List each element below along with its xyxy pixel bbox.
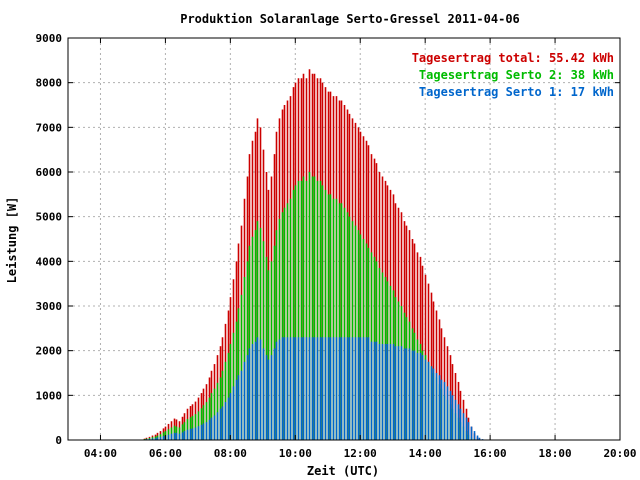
x-tick-label: 16:00 xyxy=(474,447,507,460)
y-axis-label: Leistung [W] xyxy=(5,197,19,284)
x-tick-label: 12:00 xyxy=(344,447,377,460)
legend-entry-serto1: Tagesertrag Serto 1: 17 kWh xyxy=(419,85,614,99)
plot-frame xyxy=(67,37,621,441)
y-axis-ticks: 0 1000 2000 3000 4000 5000 6000 7000 8000 9000 xyxy=(36,32,620,447)
y-tick-label: 4000 xyxy=(36,255,63,268)
y-tick-label: 2000 xyxy=(36,345,63,358)
y-tick-label: 8000 xyxy=(36,77,63,90)
x-tick-label: 06:00 xyxy=(149,447,182,460)
y-tick-label: 1000 xyxy=(36,389,63,402)
x-tick-label: 20:00 xyxy=(603,447,636,460)
x-tick-label: 14:00 xyxy=(409,447,442,460)
x-axis-ticks: 04:00 06:00 08:00 10:00 12:00 14:00 16:00 18:00… xyxy=(84,38,637,460)
legend-entry-serto2: Tagesertrag Serto 2: 38 kWh xyxy=(419,68,614,82)
y-tick-label: 5000 xyxy=(36,211,63,224)
y-tick-label: 7000 xyxy=(36,121,63,134)
x-tick-label: 10:00 xyxy=(279,447,312,460)
chart-title: Produktion Solaranlage Serto-Gressel 201… xyxy=(180,12,520,26)
x-tick-label: 08:00 xyxy=(214,447,247,460)
x-axis-label: Zeit (UTC) xyxy=(307,464,379,478)
y-tick-label: 0 xyxy=(55,434,62,447)
x-tick-label: 18:00 xyxy=(538,447,571,460)
chart-legend: Tagesertrag total: 55.42 kWh Tagesertrag … xyxy=(412,51,614,99)
series-serto1-bars xyxy=(143,337,484,440)
y-tick-label: 9000 xyxy=(36,32,63,45)
y-tick-label: 3000 xyxy=(36,300,63,313)
x-tick-label: 04:00 xyxy=(84,447,117,460)
legend-entry-total: Tagesertrag total: 55.42 kWh xyxy=(412,51,614,65)
y-tick-label: 6000 xyxy=(36,166,63,179)
